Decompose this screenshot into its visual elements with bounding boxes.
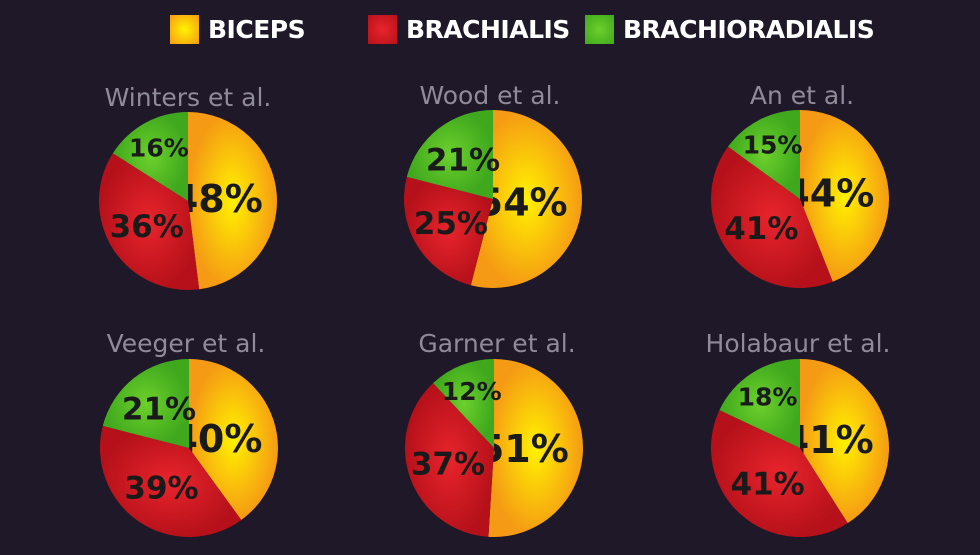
pie-slice-brachialis bbox=[711, 146, 833, 288]
pie-slice-brachialis bbox=[98, 153, 200, 290]
pie-label-brachioradialis: 21% bbox=[426, 142, 500, 178]
pie-slice-brachioradialis bbox=[112, 112, 188, 201]
pie-wood: Wood et al.54%25%21% bbox=[404, 81, 583, 288]
pie-title: Garner et al. bbox=[418, 329, 575, 358]
pie-slice-brachialis bbox=[404, 176, 493, 286]
pie-slice-biceps bbox=[800, 359, 889, 524]
pie-label-brachialis: 37% bbox=[411, 447, 485, 483]
pie-label-brachioradialis: 18% bbox=[738, 382, 798, 411]
pie-slice-brachialis bbox=[99, 425, 242, 537]
pie-label-brachialis: 41% bbox=[724, 211, 798, 247]
pie-holabaur: Holabaur et al.41%41%18% bbox=[706, 329, 891, 538]
pie-label-brachialis: 41% bbox=[731, 467, 805, 503]
pie-slice-brachioradialis bbox=[102, 358, 189, 448]
pie-label-brachioradialis: 21% bbox=[122, 391, 196, 427]
brachioradialis-legend-label: BRACHIORADIALIS bbox=[623, 15, 875, 44]
pie-label-brachialis: 25% bbox=[414, 206, 488, 242]
pie-label-brachioradialis: 16% bbox=[129, 133, 189, 162]
biceps-swatch bbox=[170, 15, 199, 44]
pie-slice-biceps bbox=[488, 359, 583, 537]
pie-winters: Winters et al.48%36%16% bbox=[98, 83, 278, 290]
pie-label-brachialis: 39% bbox=[124, 470, 198, 506]
pie-veeger: Veeger et al.40%39%21% bbox=[99, 329, 278, 537]
pie-slice-biceps bbox=[188, 112, 278, 290]
pie-slice-biceps bbox=[189, 359, 278, 521]
pie-title: An et al. bbox=[750, 81, 854, 110]
pie-slice-brachioradialis bbox=[406, 110, 493, 199]
pie-slice-brachioradialis bbox=[433, 359, 494, 448]
pie-label-brachioradialis: 15% bbox=[743, 131, 803, 160]
pie-title: Winters et al. bbox=[105, 83, 272, 112]
biceps-legend-label: BICEPS bbox=[208, 15, 306, 44]
pie-title: Veeger et al. bbox=[107, 329, 266, 358]
brachioradialis-swatch bbox=[585, 15, 614, 44]
pie-slice-biceps bbox=[470, 110, 583, 288]
pie-slice-brachioradialis bbox=[727, 110, 800, 199]
pie-garner: Garner et al.51%37%12% bbox=[405, 329, 583, 537]
pie-an: An et al.44%41%15% bbox=[711, 81, 889, 288]
brachialis-swatch bbox=[368, 15, 397, 44]
pie-title: Wood et al. bbox=[419, 81, 560, 110]
pie-title: Holabaur et al. bbox=[706, 329, 891, 358]
brachialis-legend-label: BRACHIALIS bbox=[406, 15, 570, 44]
legend: BICEPS BRACHIALIS BRACHIORADIALIS bbox=[0, 0, 980, 60]
pie-slice-brachialis bbox=[405, 383, 494, 537]
pie-label-brachioradialis: 12% bbox=[442, 377, 502, 406]
pie-label-brachialis: 36% bbox=[110, 209, 184, 245]
pie-slice-biceps bbox=[800, 110, 889, 282]
pie-slice-brachioradialis bbox=[719, 359, 800, 448]
pie-slice-brachialis bbox=[710, 410, 848, 538]
